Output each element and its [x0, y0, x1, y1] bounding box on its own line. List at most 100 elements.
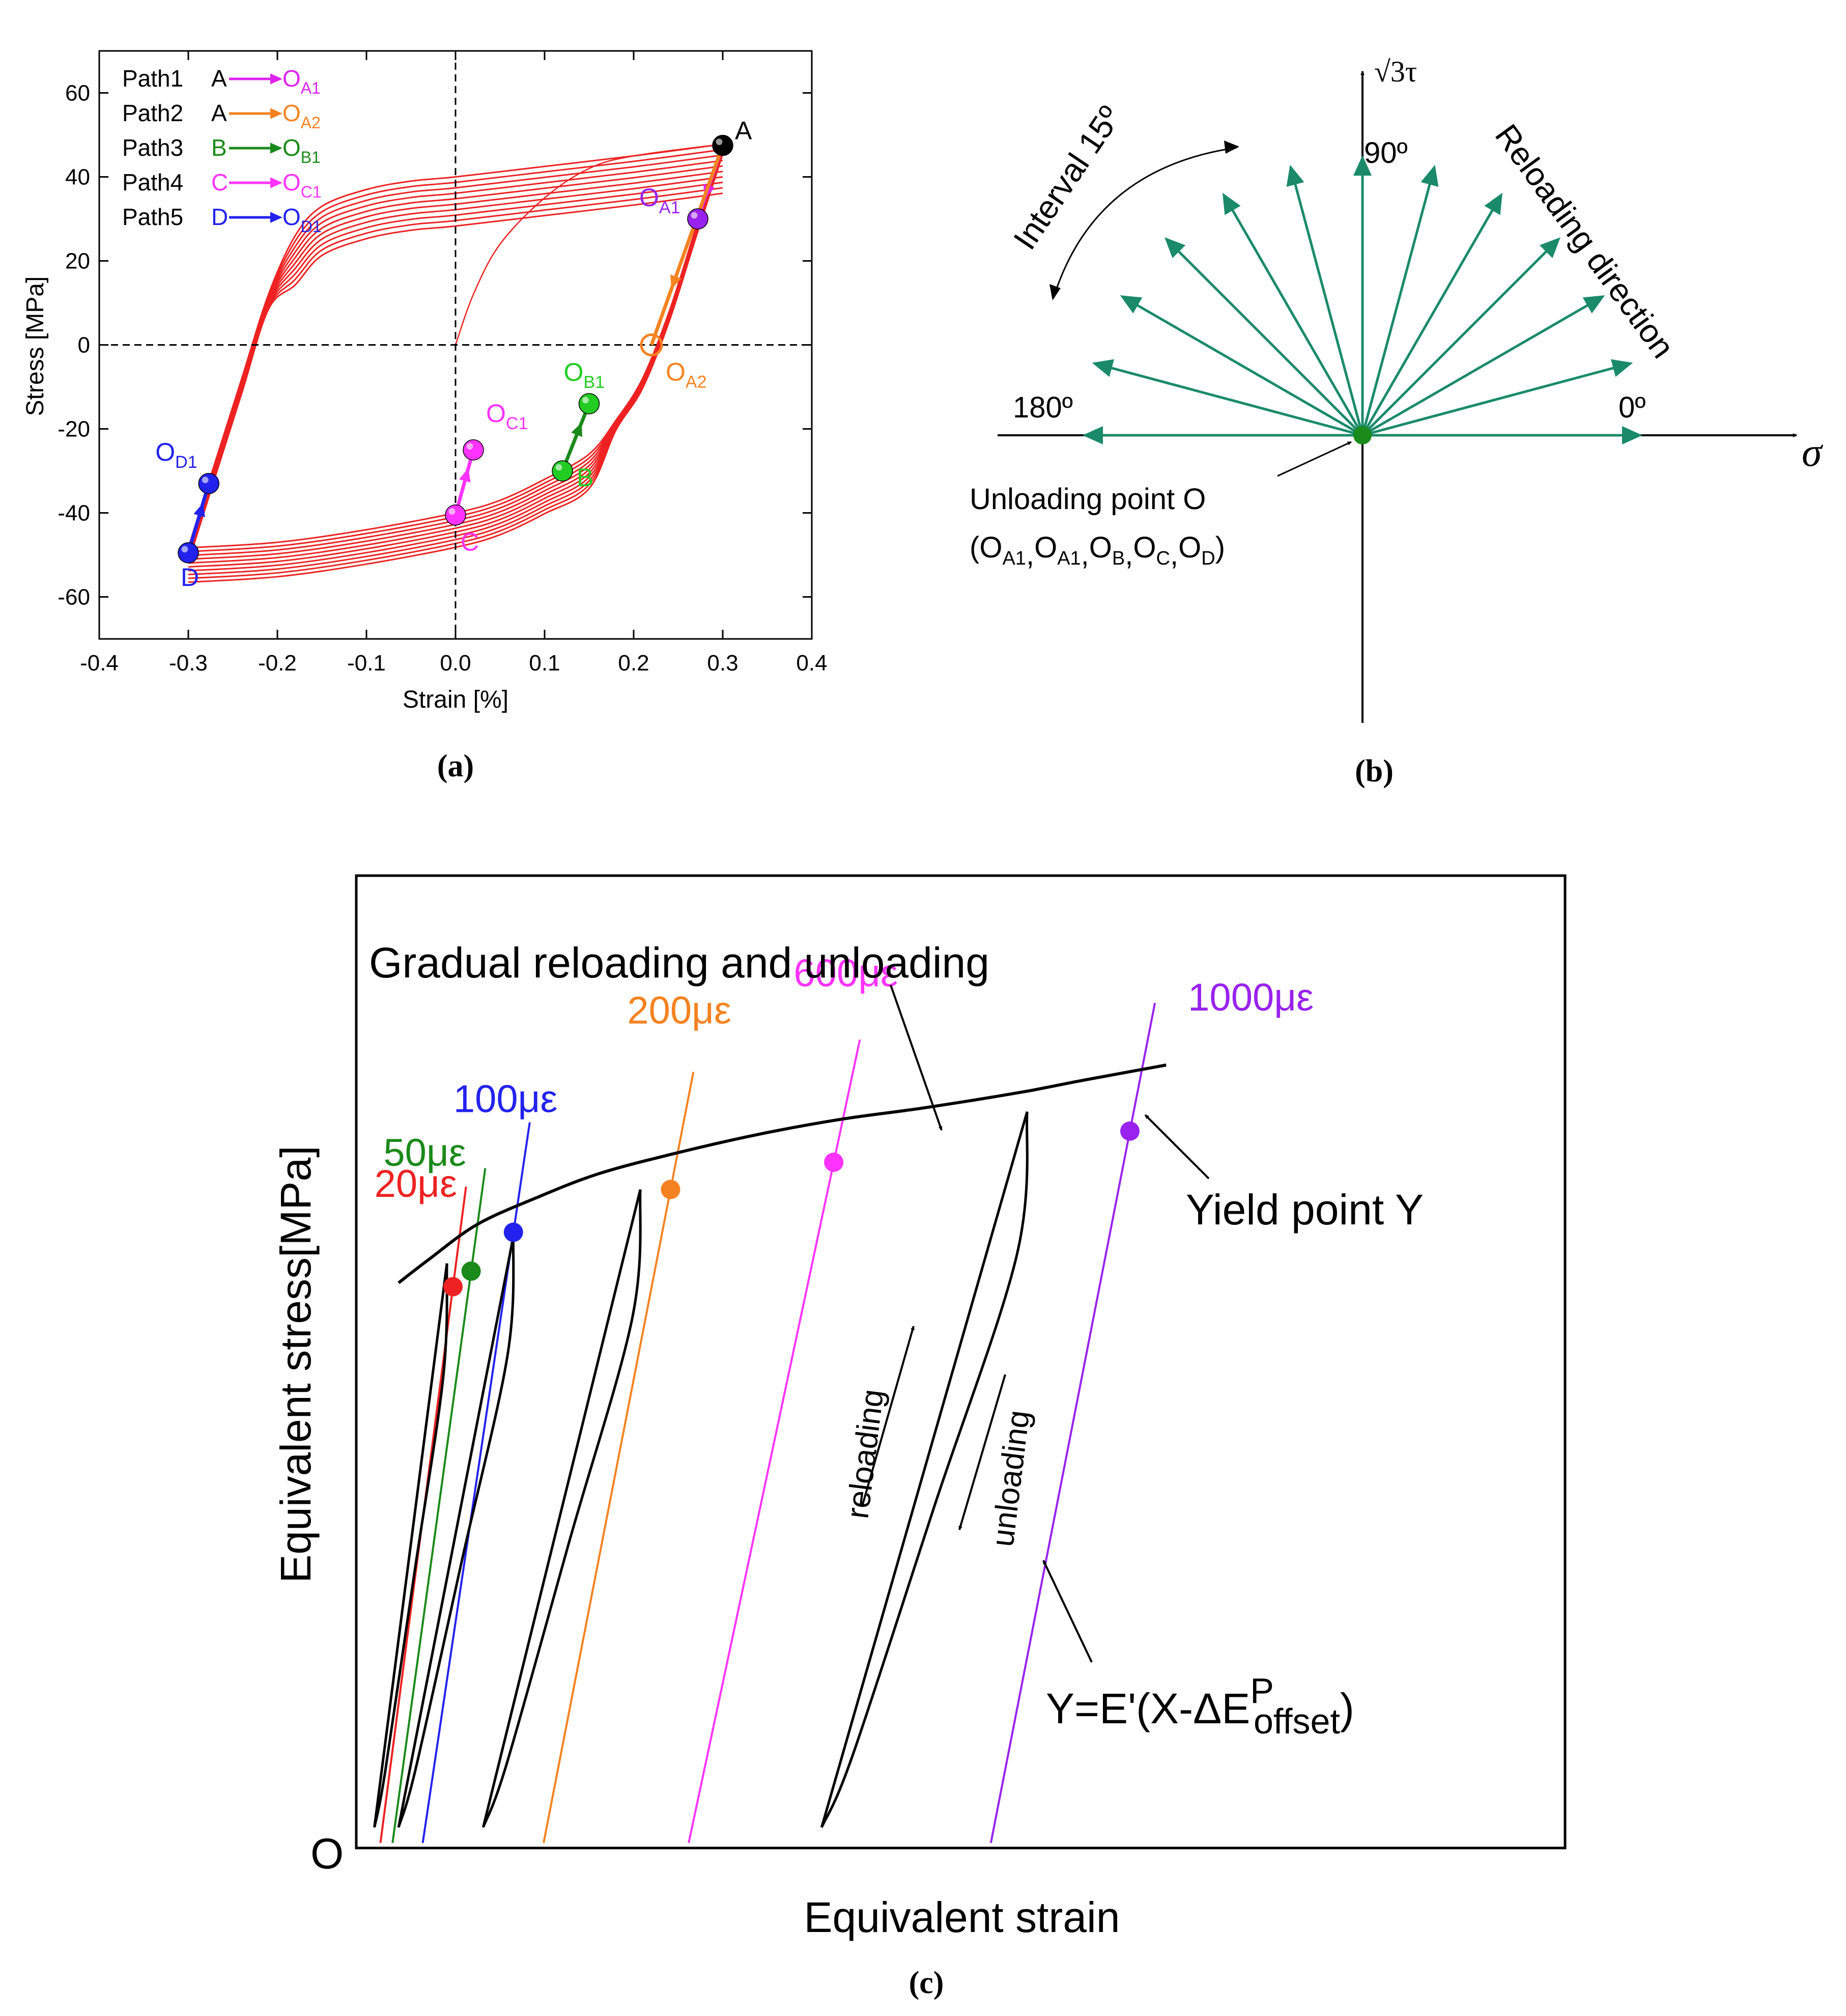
y-tick-label: -20 [58, 417, 90, 442]
point-label-main: O [486, 399, 506, 428]
offset-line-label: 20με [375, 1162, 457, 1206]
direction-arrowhead-105 [1286, 164, 1304, 187]
origin-label: O [310, 1830, 344, 1878]
point-sub: A1 [1057, 548, 1081, 569]
point-main: O [979, 531, 1002, 564]
comma: , [1125, 538, 1133, 571]
point-sub: B [1112, 548, 1125, 569]
direction-arrowhead-0 [1622, 426, 1642, 444]
legend-from-label: B [211, 134, 227, 161]
y-tick-label: 40 [65, 165, 90, 190]
unloading-curve [482, 1189, 642, 1828]
legend-path-name: Path5 [122, 204, 183, 230]
point-label-a: A [735, 117, 752, 145]
offset-line-1000με [989, 1002, 1156, 1843]
yield-point-100με [503, 1222, 523, 1242]
comma: , [1026, 538, 1034, 571]
x-axis-label: Strain [%] [403, 686, 508, 713]
offset-line-200με [543, 1072, 695, 1843]
direction-arrowhead-45 [1539, 237, 1560, 259]
direction-arrowhead-60 [1484, 192, 1502, 215]
unloading-curve [820, 1111, 1029, 1828]
x-tick-label: 0.3 [707, 651, 738, 676]
legend-path-name: Path1 [122, 65, 183, 92]
offset-line-label: 200με [627, 989, 731, 1032]
comma: , [1170, 538, 1178, 571]
point-oa2 [640, 333, 663, 356]
x-tick-label: 0.0 [440, 651, 471, 676]
point-c [445, 504, 466, 526]
y-axis-label: Stress [MPa] [22, 276, 49, 416]
legend-from-label: A [211, 100, 227, 126]
y-tick-label: -40 [58, 501, 90, 526]
unloading-direction-arrow [958, 1374, 1006, 1530]
reloading-curve [373, 1263, 448, 1828]
comma: , [1081, 538, 1089, 571]
offset-line-label: 1000με [1188, 976, 1314, 1019]
x-tick-label: -0.2 [258, 651, 297, 676]
point-main: O [1089, 531, 1112, 564]
panel-c-title: Gradual reloading and unloading [369, 939, 989, 987]
direction-arrowhead-150 [1120, 295, 1143, 314]
reloading-direction-arrow [862, 1326, 915, 1505]
path-line-path4 [453, 449, 475, 516]
point-main: O [1178, 531, 1201, 564]
legend-to-sub: A2 [301, 114, 321, 132]
point-label-b: B [577, 463, 593, 492]
y-tick-label: 60 [65, 81, 90, 106]
sigma-axis-label: σ [1802, 430, 1823, 475]
legend-from-label: A [211, 65, 227, 92]
point-c-highlight [448, 508, 456, 515]
axis-ticks: -0.4 -0.3 -0.2 -0.1 0.0 0.1 0.2 0.3 0.4 -60 -40 -20… [58, 51, 828, 676]
path-arrow-path2 [670, 274, 681, 289]
point-a-highlight [716, 138, 723, 146]
yield-point-1000με [1120, 1121, 1140, 1141]
offset-lines [379, 1002, 1156, 1843]
unloading-curve [373, 1263, 448, 1828]
angle-label-0: 0º [1618, 391, 1645, 424]
offset-line-600με [688, 1039, 861, 1843]
yield-points [443, 1121, 1140, 1297]
point-b-highlight [555, 464, 562, 471]
legend-arrow-head [270, 108, 282, 119]
point-oc1-highlight [466, 443, 473, 450]
reloading-direction-label: Reloading direction [1488, 118, 1682, 365]
direction-arrowhead-75 [1421, 164, 1439, 187]
point-label-sub: D1 [175, 453, 197, 472]
legend-to-label: OB1 [282, 134, 321, 166]
point-label-main: O [666, 358, 686, 386]
point-label-main: O [564, 358, 584, 386]
panel-a-chart: -0.4 -0.3 -0.2 -0.1 0.0 0.1 0.2 0.3 0.4 -60 -40 -20… [22, 50, 828, 783]
point-sub: C [1156, 548, 1170, 569]
x-tick-label: 0.2 [618, 651, 649, 676]
point-ob1 [578, 393, 600, 414]
x-tick-label: -0.3 [169, 651, 208, 676]
panel-c-frame [355, 874, 1567, 1850]
legend-to-label: OC1 [282, 169, 322, 201]
legend-to-label: OD1 [282, 204, 322, 236]
hysteresis-lower-branch [188, 153, 724, 583]
legend-from-label: C [211, 169, 228, 195]
hysteresis-upper-branch [187, 192, 723, 563]
point-label-main: D [181, 563, 199, 592]
reloading-curve [481, 1189, 642, 1828]
unloading-points-list: (OA1,OA1,OB,OC,OD) [970, 531, 1225, 571]
reloading-direction-arrows [1083, 155, 1642, 444]
point-label-main: O [639, 183, 659, 212]
paren-open: ( [970, 531, 979, 564]
x-tick-label: -0.1 [347, 651, 386, 676]
unloading-curve [397, 1236, 515, 1828]
point-oa1-highlight [691, 212, 698, 219]
legend-arrow-head [270, 177, 282, 188]
point-sub: D [1201, 548, 1215, 569]
legend-to-main: O [282, 204, 301, 230]
point-label-main: C [461, 528, 479, 556]
point-label-main: B [577, 463, 593, 492]
direction-arrowhead-135 [1165, 237, 1186, 259]
zero-lines [99, 51, 812, 639]
legend-to-label: OA2 [282, 100, 321, 132]
reloading-paths [186, 145, 725, 553]
direction-arrowhead-165 [1092, 359, 1115, 377]
legend-to-main: O [282, 100, 301, 126]
